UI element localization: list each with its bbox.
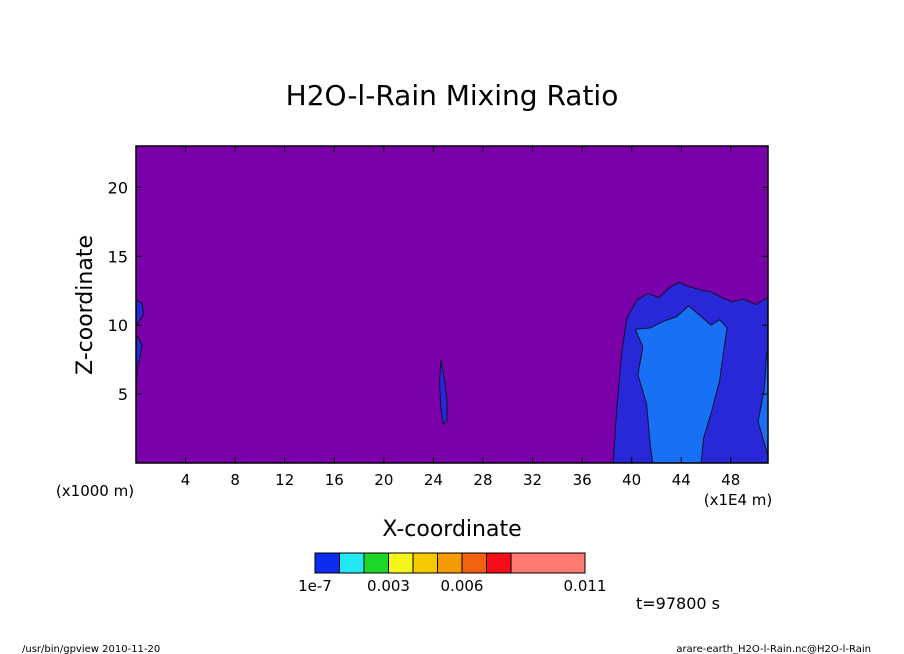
x-tick-label: 44 (672, 471, 691, 489)
x-axis-label: X-coordinate (382, 517, 521, 542)
x-tick-label: 24 (424, 471, 443, 489)
colorbar-cell (339, 552, 365, 574)
colorbar-label: 0.003 (367, 577, 410, 595)
colorbar-cell (486, 552, 512, 574)
colorbar-cell (510, 552, 586, 574)
x-tick-label: 4 (181, 471, 191, 489)
x-tick-label: 20 (374, 471, 393, 489)
y-axis-label: Z-coordinate (73, 235, 98, 375)
colorbar-cell (412, 552, 438, 574)
colorbar-cell (461, 552, 487, 574)
x-tick-label: 28 (473, 471, 492, 489)
colorbar-labels: 1e-7 0.003 0.006 0.011 (298, 577, 606, 595)
colorbar-cell (437, 552, 463, 574)
colorbar-label: 1e-7 (298, 577, 332, 595)
time-label: t=97800 s (636, 594, 720, 613)
contour-region-4 (634, 305, 728, 464)
plot-frame (135, 145, 769, 464)
y-tick-label: 5 (118, 385, 128, 404)
x-tick-label: 32 (523, 471, 542, 489)
colorbar-label: 0.006 (441, 577, 484, 595)
y-tick-label: 10 (108, 316, 128, 335)
x-tick-label: 48 (721, 471, 740, 489)
colorbar-cell (363, 552, 389, 574)
colorbar-cell (314, 552, 340, 574)
footer-right: arare-earth_H2O-l-Rain.nc@H2O-l-Rain (676, 644, 871, 654)
x-tick-label: 36 (573, 471, 592, 489)
contour-region-3 (439, 359, 448, 426)
colorbar-label: 0.011 (564, 577, 607, 595)
x-tick-label: 8 (230, 471, 240, 489)
x-axis-ticks: 4 8 12 16 20 24 28 32 36 40 44 48 (181, 146, 740, 489)
contour-layer (135, 281, 769, 464)
footer-left: /usr/bin/gpview 2010-11-20 (22, 644, 160, 654)
y-axis-unit: (x1000 m) (56, 482, 134, 500)
y-axis-ticks: 5 10 15 20 (108, 178, 768, 404)
chart-title: H2O-l-Rain Mixing Ratio (286, 79, 619, 112)
x-tick-label: 16 (325, 471, 344, 489)
y-tick-label: 20 (108, 178, 128, 197)
colorbar-cell (388, 552, 414, 574)
x-axis-unit: (x1E4 m) (704, 491, 773, 509)
colorbar (314, 552, 586, 574)
x-tick-label: 40 (622, 471, 641, 489)
x-tick-label: 12 (275, 471, 294, 489)
y-tick-label: 15 (108, 247, 128, 266)
